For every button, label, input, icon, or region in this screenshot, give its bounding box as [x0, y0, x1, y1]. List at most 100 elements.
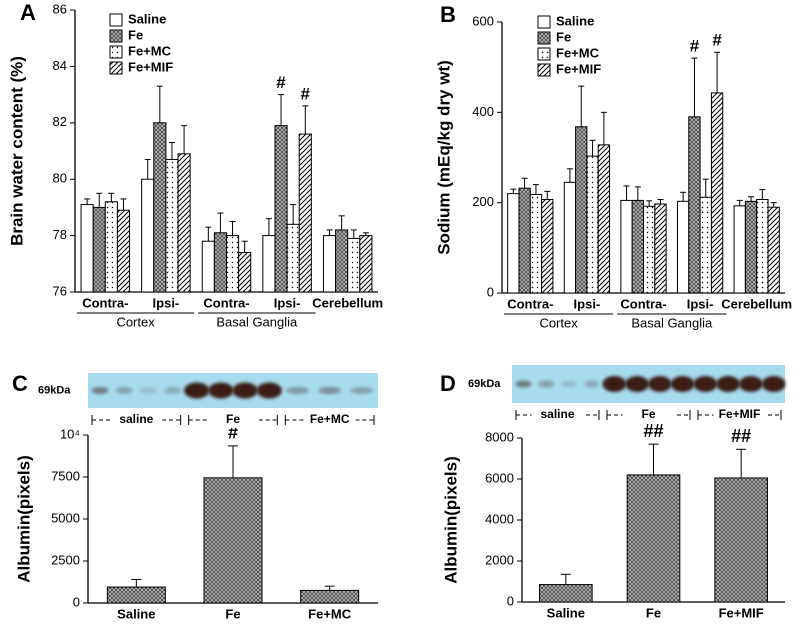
blot-band	[139, 387, 157, 394]
bar	[359, 235, 373, 293]
bar	[298, 133, 312, 293]
bar	[80, 204, 94, 293]
bar	[177, 153, 191, 293]
x-tick-label: Contra-	[620, 296, 666, 311]
lane-label-bg	[207, 412, 259, 428]
error-bar	[532, 184, 539, 195]
bar	[597, 144, 611, 294]
legend-label: Saline	[128, 11, 166, 26]
y-tick-label: 84	[53, 58, 67, 73]
y-tick-label: 600	[472, 13, 494, 28]
group-label: Cortex	[539, 315, 578, 330]
blot-band	[350, 387, 374, 394]
error-bar	[241, 240, 248, 253]
x-tick-label: Ipsi-	[153, 295, 180, 310]
lane-label: Fe	[226, 412, 240, 426]
significance-mark: #	[690, 37, 700, 56]
error-bar	[120, 198, 127, 211]
error-bar	[702, 178, 709, 198]
x-tick-label: Ipsi-	[687, 296, 714, 311]
bar	[104, 201, 118, 293]
error-bar	[84, 198, 91, 205]
y-tick-label: 82	[53, 114, 67, 129]
y-tick-label: 86	[53, 1, 67, 16]
blot-band	[515, 380, 532, 388]
lane-label-bg	[622, 407, 675, 423]
blot-band	[538, 380, 555, 388]
error-bar	[634, 186, 641, 201]
bar	[116, 209, 131, 293]
bar	[733, 205, 746, 294]
error-bar	[646, 200, 653, 207]
bar	[322, 235, 337, 293]
blot-band	[286, 387, 309, 394]
blot-band	[625, 376, 650, 392]
bar	[201, 240, 215, 293]
blot-marker-label: 69kDa	[468, 378, 501, 390]
panel-letter: B	[440, 2, 456, 27]
error-bar	[544, 190, 551, 200]
error-bar	[648, 443, 659, 475]
error-bar	[96, 192, 103, 208]
error-bar	[156, 85, 163, 123]
significance-mark: #	[228, 423, 238, 443]
blot-band	[761, 376, 786, 392]
bar	[654, 203, 667, 294]
bar	[141, 178, 155, 293]
blot-band	[256, 382, 282, 399]
x-tick-label: Contra-	[203, 295, 249, 310]
legend-swatch	[109, 29, 123, 43]
x-tick-label: Fe+MC	[308, 606, 352, 621]
panel-letter: A	[20, 0, 36, 25]
x-tick-label: Ipsi-	[274, 295, 301, 310]
x-tick-label: Saline	[117, 606, 155, 621]
bar	[767, 206, 780, 294]
error-bar	[228, 445, 238, 478]
y-tick-label: 78	[53, 227, 67, 242]
bar	[274, 125, 288, 293]
error-bar	[560, 573, 571, 585]
bar	[643, 205, 656, 294]
bar	[507, 193, 520, 294]
blot-band	[184, 382, 210, 399]
y-tick-label: 200	[472, 194, 494, 209]
error-bar	[278, 94, 285, 126]
bar	[262, 235, 276, 293]
y-tick-label: 0	[487, 284, 494, 299]
significance-mark: ##	[643, 421, 663, 441]
blot-band	[164, 387, 182, 394]
group-label: Basal Ganglia	[216, 314, 298, 329]
y-axis-label: Brain water content (%)	[7, 56, 26, 246]
significance-mark: #	[276, 73, 286, 92]
blot-marker-label: 69kDa	[38, 384, 71, 396]
bar	[631, 199, 644, 294]
bar	[626, 474, 681, 603]
legend-label: Fe+MC	[128, 43, 172, 58]
lane-label-bg	[303, 412, 356, 428]
legend-swatch	[537, 47, 551, 61]
y-tick-label: 0	[73, 594, 80, 609]
error-bar	[714, 51, 721, 93]
error-bar	[521, 177, 528, 189]
bar	[529, 194, 543, 294]
x-tick-label: Contra-	[507, 296, 553, 311]
bar	[756, 199, 769, 294]
blot-band	[738, 376, 763, 392]
error-bar	[144, 158, 151, 180]
bar	[238, 252, 252, 293]
legend-swatch	[109, 13, 123, 27]
error-bar	[168, 142, 175, 160]
error-bar	[736, 199, 743, 206]
group-label: Cortex	[116, 314, 155, 329]
legend-label: Saline	[556, 13, 594, 28]
legend-label: Fe	[556, 29, 571, 44]
y-tick-label: 4000	[485, 511, 514, 526]
bar	[300, 589, 360, 604]
legend-swatch	[537, 15, 551, 29]
y-tick-label: 2000	[485, 552, 514, 567]
x-tick-label: Fe	[225, 606, 240, 621]
error-bar	[623, 185, 630, 201]
blot-band	[208, 382, 234, 399]
bar	[347, 237, 361, 293]
